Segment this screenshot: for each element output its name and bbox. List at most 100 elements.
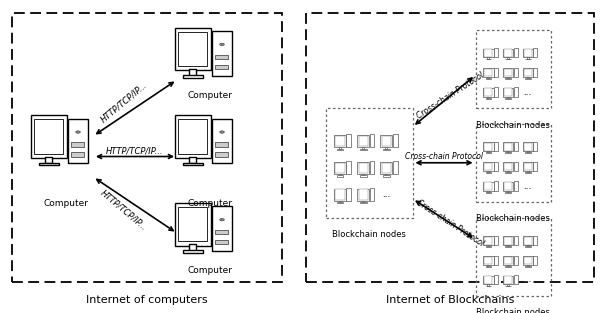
Bar — [360, 176, 367, 177]
Bar — [505, 172, 511, 173]
Text: HTTP/TCP/IP...: HTTP/TCP/IP... — [99, 81, 149, 125]
Bar — [494, 181, 498, 191]
Bar — [504, 49, 512, 57]
Bar — [514, 236, 518, 245]
Bar — [505, 78, 511, 79]
Bar — [525, 172, 530, 173]
Bar — [382, 162, 391, 173]
Bar — [494, 236, 498, 245]
Bar — [483, 182, 494, 191]
Text: HTTP/TCP/IP...: HTTP/TCP/IP... — [106, 147, 164, 156]
Bar — [524, 163, 532, 170]
Bar — [504, 69, 512, 76]
Bar — [484, 49, 492, 57]
Bar — [487, 171, 489, 172]
Bar — [178, 32, 207, 66]
Bar — [380, 162, 392, 174]
Bar — [190, 244, 196, 251]
Bar — [524, 143, 532, 151]
Bar — [507, 285, 509, 286]
Bar — [346, 188, 352, 201]
Bar — [215, 64, 228, 69]
Bar — [524, 257, 532, 264]
Bar — [484, 276, 492, 284]
Text: ...: ... — [524, 183, 532, 190]
Bar — [504, 182, 512, 190]
Bar — [494, 48, 498, 57]
Bar — [215, 152, 228, 157]
Text: Computer: Computer — [188, 266, 233, 275]
Bar — [514, 142, 518, 151]
Bar — [334, 162, 346, 174]
Bar — [514, 181, 518, 191]
Bar — [46, 156, 52, 163]
Bar — [484, 182, 492, 190]
Bar — [71, 142, 84, 147]
Bar — [525, 246, 530, 247]
Bar — [382, 136, 391, 146]
Bar — [393, 161, 398, 174]
Bar — [523, 162, 533, 171]
Bar — [335, 136, 344, 146]
Bar — [503, 88, 513, 97]
Bar — [514, 87, 518, 97]
Bar — [339, 201, 341, 202]
Bar — [514, 275, 518, 285]
Bar — [385, 174, 388, 176]
Bar — [485, 266, 491, 267]
Bar — [503, 236, 513, 245]
Bar — [523, 236, 533, 245]
Bar — [514, 48, 518, 57]
Bar — [335, 189, 344, 200]
Bar — [504, 276, 512, 284]
Bar — [346, 161, 352, 174]
Bar — [485, 78, 491, 79]
Bar — [212, 206, 232, 251]
Bar — [383, 149, 389, 150]
Bar — [533, 236, 538, 245]
Bar — [357, 162, 369, 174]
Bar — [503, 256, 513, 265]
Bar — [337, 149, 343, 150]
Bar — [505, 266, 511, 267]
Bar — [487, 285, 489, 286]
Bar — [183, 75, 203, 78]
Bar — [212, 119, 232, 163]
Bar — [483, 276, 494, 285]
Bar — [524, 49, 532, 57]
Bar — [335, 162, 344, 173]
Text: Internet of computers: Internet of computers — [86, 295, 208, 305]
Bar — [484, 163, 492, 170]
Bar — [178, 207, 207, 241]
Bar — [175, 115, 211, 158]
Bar — [487, 265, 489, 266]
Bar — [346, 135, 352, 147]
Bar — [178, 120, 207, 154]
Bar — [504, 89, 512, 96]
Bar — [503, 276, 513, 285]
Bar — [487, 77, 489, 78]
Bar — [359, 162, 368, 173]
Bar — [523, 68, 533, 77]
Bar — [507, 77, 509, 78]
Bar — [523, 142, 533, 151]
Bar — [507, 265, 509, 266]
Bar — [504, 237, 512, 244]
Bar — [533, 68, 538, 77]
Bar — [39, 163, 59, 166]
Text: ...: ... — [382, 192, 391, 198]
Bar — [484, 237, 492, 244]
Bar — [175, 28, 211, 70]
Bar — [524, 237, 532, 244]
Bar — [370, 188, 374, 201]
Bar — [175, 203, 211, 245]
Text: ...: ... — [524, 277, 532, 284]
Bar — [484, 89, 492, 96]
Bar — [533, 142, 538, 151]
Text: HTTP/TCP/IP...: HTTP/TCP/IP... — [99, 188, 149, 232]
Bar — [31, 115, 67, 158]
Bar — [215, 240, 228, 244]
Bar — [514, 256, 518, 265]
Bar — [34, 120, 63, 154]
Bar — [487, 57, 489, 59]
